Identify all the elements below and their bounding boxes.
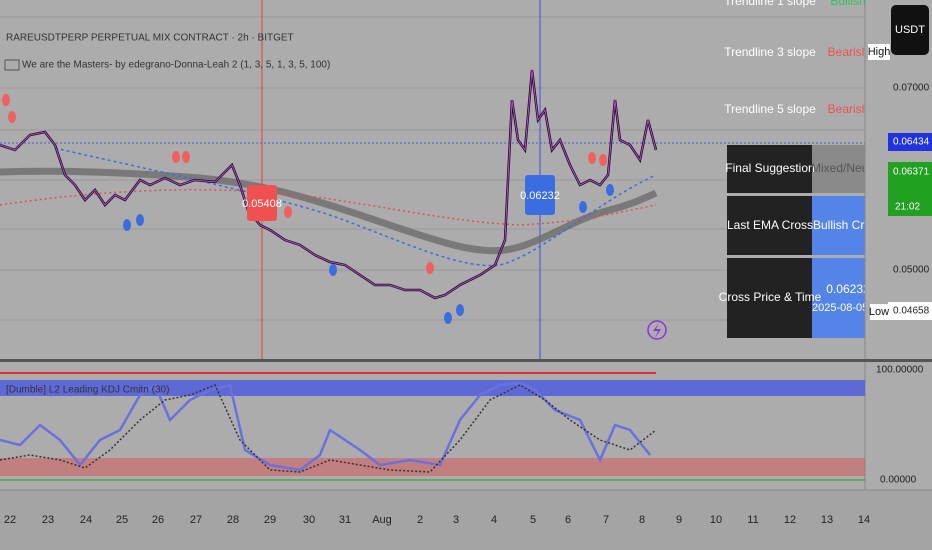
price-label: 0.05000 — [893, 265, 930, 276]
low-label: Low — [869, 306, 889, 318]
overbought-band — [0, 380, 865, 396]
symbol-title: RAREUSDTPERP PERPETUAL MIX CONTRACT · 2h… — [6, 33, 294, 44]
oscillator-title: [Dumble] L2 Leading KDJ Cmitn (30) — [6, 385, 169, 396]
oversold-band — [0, 458, 865, 476]
time-axis — [0, 490, 932, 550]
time-label: 25 — [116, 514, 128, 526]
tag-box — [525, 175, 555, 215]
high-label: High — [868, 46, 891, 58]
price-axis — [865, 0, 932, 490]
time-label: 23 — [42, 514, 54, 526]
price-label: 0.04658 — [893, 306, 930, 317]
time-label: 9 — [676, 514, 682, 526]
time-label: 26 — [152, 514, 164, 526]
chart-tag: 0.05408 — [242, 198, 282, 210]
table-label: Trendline 3 slope — [724, 45, 816, 59]
time-label: 11 — [747, 514, 758, 526]
time-labels: 22 23 24 25 26 27 28 29 30 31 Aug 2 3 4 5 6 7 8 9 10 11 12 13 1… — [4, 514, 870, 526]
chart-tag: 0.06232 — [520, 190, 560, 202]
table-label: Last EMA Cross — [727, 218, 813, 232]
time-label: 31 — [339, 514, 351, 526]
countdown-label: 21:02 — [895, 202, 920, 213]
time-label: 28 — [227, 514, 239, 526]
time-label: Aug — [372, 514, 392, 526]
time-label: 8 — [639, 514, 645, 526]
table-value: Bearish — [828, 102, 869, 116]
table-label: Final Suggestion — [725, 161, 814, 175]
time-label: 27 — [190, 514, 202, 526]
table-label: Cross Price & Time — [719, 290, 822, 304]
table-value: Bearish — [828, 45, 869, 59]
price-box — [888, 133, 932, 151]
table-cell — [727, 196, 812, 255]
time-label: 10 — [710, 514, 722, 526]
d-line — [0, 384, 657, 473]
table-value: 0.06232 — [826, 282, 870, 296]
time-label: 29 — [264, 514, 276, 526]
time-label: 4 — [491, 514, 497, 526]
lightning-glyph — [653, 323, 661, 338]
table-label: Trendline 5 slope — [724, 102, 816, 116]
price-box — [888, 302, 932, 320]
tag-box — [247, 185, 277, 221]
osc-label: 0.00000 — [880, 475, 917, 486]
time-label: 22 — [4, 514, 16, 526]
indicator-icon — [4, 59, 20, 71]
table-cell — [727, 145, 812, 193]
time-label: 24 — [80, 514, 92, 526]
low-tag — [870, 304, 888, 320]
time-label: 13 — [821, 514, 833, 526]
time-label: 7 — [603, 514, 609, 526]
currency-button[interactable] — [891, 5, 929, 55]
time-label: 12 — [784, 514, 796, 526]
pane-separator — [0, 359, 932, 362]
time-label: 3 — [453, 514, 459, 526]
k-line — [0, 381, 651, 472]
table-label: Trendline 1 slope — [724, 0, 816, 8]
time-label: 30 — [303, 514, 315, 526]
signal-dots — [2, 94, 614, 324]
price-label: 0.06434 — [893, 137, 930, 148]
price-box — [888, 162, 932, 216]
lightning-icon[interactable] — [647, 320, 667, 340]
table-value: Bullish — [830, 0, 865, 8]
currency-label: USDT — [895, 24, 925, 36]
ema-line — [0, 167, 658, 255]
time-label: 6 — [565, 514, 571, 526]
table-cell — [727, 258, 812, 338]
price-overlay — [0, 69, 657, 299]
indicator-title: We are the Masters- by edegrano-Donna-Le… — [22, 60, 330, 71]
price-label: 0.06371 — [893, 167, 930, 178]
time-label: 5 — [530, 514, 536, 526]
high-tag — [868, 44, 890, 60]
trend-line-red — [0, 189, 657, 226]
price-label: 0.07000 — [893, 83, 930, 94]
osc-label: 100.00000 — [876, 365, 924, 376]
time-label: 2 — [417, 514, 423, 526]
time-label: 14 — [858, 514, 870, 526]
